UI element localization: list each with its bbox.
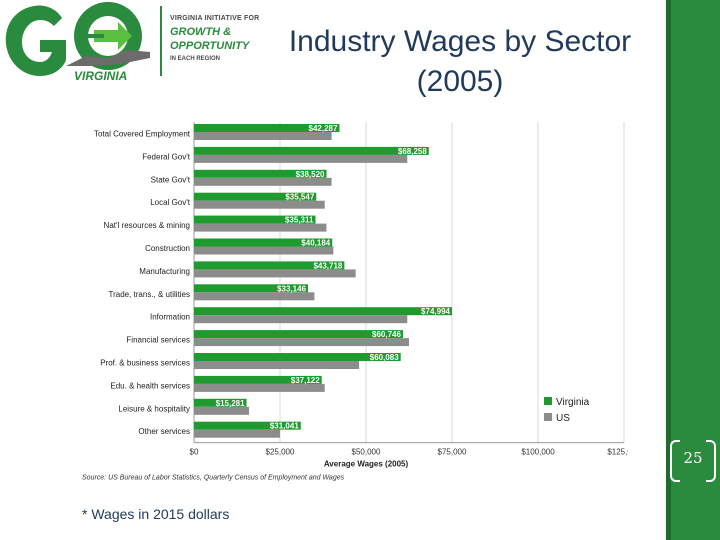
legend-swatch [544, 397, 552, 405]
data-label-virginia: $15,281 [216, 399, 245, 408]
bar-us [194, 406, 250, 415]
data-label-virginia: $60,746 [372, 330, 401, 339]
bar-virginia [194, 307, 452, 316]
data-label-virginia: $31,041 [270, 422, 299, 431]
category-label: Edu. & health services [110, 381, 190, 390]
bar-us [194, 338, 409, 347]
wages-chart: $0 $25,000 $50,000 $75,000 $100,000 $125,000 T… [72, 112, 641, 492]
data-label-virginia: $35,547 [285, 193, 314, 202]
bar-us [194, 246, 334, 255]
bar-us [194, 154, 408, 163]
bar-virginia [194, 124, 340, 132]
x-tick-label: $25,000 [266, 448, 295, 457]
footnote: * Wages in 2015 dollars [82, 506, 230, 522]
slide-title: Industry Wages by Sector (2005) [288, 25, 632, 98]
data-label-virginia: $43,718 [313, 261, 342, 270]
category-label: Local Gov't [150, 198, 191, 207]
bar-us [194, 383, 325, 392]
category-label: Manufacturing [139, 267, 190, 276]
bar-virginia [194, 169, 327, 178]
bar-virginia [194, 261, 345, 270]
go-virginia-logo: VIRGINIA VIRGINIA INITIATIVE FOR GROWTH … [0, 0, 290, 90]
page-number-left-bracket [670, 440, 680, 482]
bar-us [194, 292, 315, 301]
logo-line-3: OPPORTUNITY [170, 40, 250, 52]
bar-us [194, 200, 325, 209]
x-tick-label: $125,000 [607, 448, 628, 457]
x-tick-label: $75,000 [438, 448, 467, 457]
category-label: Trade, trans., & utilities [108, 290, 190, 299]
bar-us [194, 132, 332, 140]
legend-swatch [544, 413, 552, 421]
category-label: Federal Gov't [142, 152, 191, 161]
page-number-right-bracket [706, 440, 716, 482]
wages-chart-svg: $0 $25,000 $50,000 $75,000 $100,000 $125,000 T… [82, 122, 641, 482]
x-tick-label: $100,000 [521, 448, 555, 457]
logo-separator [160, 6, 162, 76]
bar-virginia [194, 353, 401, 361]
legend-label: Virginia [556, 397, 590, 408]
data-label-virginia: $37,122 [291, 376, 320, 385]
category-label: Other services [138, 427, 190, 436]
bar-virginia [194, 330, 403, 339]
bar-virginia [194, 421, 301, 430]
category-label: Construction [145, 244, 190, 253]
bar-us [194, 269, 356, 278]
bar-virginia [194, 375, 322, 384]
bar-virginia [194, 192, 317, 201]
legend-label: US [556, 413, 570, 424]
data-label-virginia: $35,311 [285, 216, 314, 225]
page-number-text: 25 [683, 449, 703, 467]
logo-line-4: IN EACH REGION [170, 56, 221, 62]
data-label-virginia: $68,258 [398, 147, 427, 156]
category-label: Financial services [126, 336, 190, 345]
data-label-virginia: $33,146 [277, 284, 306, 293]
bar-virginia [194, 284, 309, 293]
bar-virginia [194, 238, 333, 247]
x-axis-title: Average Wages (2005) [324, 460, 409, 469]
chart-source: Source: US Bureau of Labor Statistics, Q… [82, 475, 345, 482]
bar-virginia [194, 146, 429, 155]
band-rim [666, 0, 671, 540]
logo-line-1: VIRGINIA INITIATIVE FOR [170, 15, 260, 22]
category-label: Prof. & business services [100, 358, 190, 367]
bar-us [194, 361, 360, 369]
bar-virginia [194, 215, 316, 224]
category-label: Leisure & hospitality [118, 404, 190, 413]
bar-us [194, 223, 327, 232]
data-label-virginia: $42,287 [309, 124, 338, 133]
right-accent-band [666, 0, 720, 540]
data-label-virginia: $40,184 [301, 239, 330, 248]
data-label-virginia: $38,520 [296, 170, 325, 179]
logo-state-text: VIRGINIA [74, 69, 127, 83]
x-tick-label: $50,000 [352, 448, 381, 457]
data-label-virginia: $74,994 [421, 307, 450, 316]
x-tick-label: $0 [190, 448, 199, 457]
category-label: Nat'l resources & mining [104, 221, 190, 230]
bar-us [194, 315, 408, 324]
data-label-virginia: $60,083 [370, 353, 399, 362]
bar-virginia [194, 398, 247, 407]
category-label: State Gov't [151, 175, 191, 184]
category-label: Total Covered Employment [94, 129, 191, 138]
go-virginia-logo-mark: VIRGINIA [5, 2, 150, 83]
logo-line-2: GROWTH & [170, 26, 232, 38]
category-label: Information [150, 313, 190, 322]
page-number: 25 [668, 440, 718, 482]
bar-us [194, 429, 280, 438]
bar-us [194, 177, 332, 186]
